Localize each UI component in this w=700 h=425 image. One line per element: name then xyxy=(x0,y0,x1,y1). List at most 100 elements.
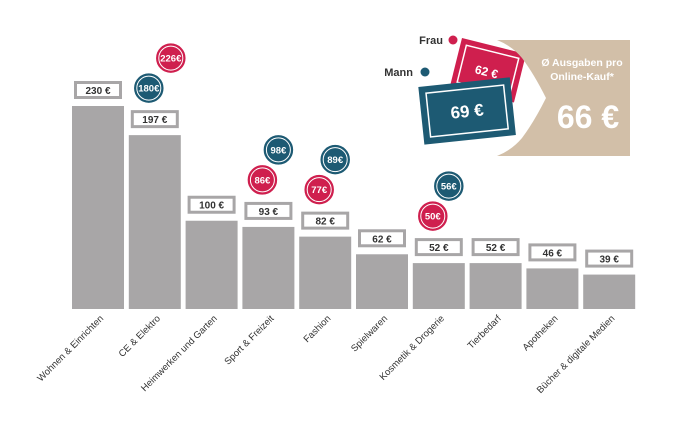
bubble-ring xyxy=(249,167,275,193)
bubble-text: 98€ xyxy=(270,145,287,156)
value-label-apotheken: 46 € xyxy=(528,243,577,262)
bubble-ring xyxy=(322,147,348,173)
bubble-circle xyxy=(416,199,450,233)
bar-buecher-and-digitale-medien xyxy=(583,274,636,309)
bubble-text: 86€ xyxy=(254,175,271,186)
mann-banknote-border xyxy=(425,84,510,138)
bubble-circle xyxy=(432,169,466,203)
summary-panel xyxy=(497,40,630,156)
category-label-apotheken: Apotheken xyxy=(521,313,561,353)
category-label-kosmetik-and-drogerie: Kosmetik & Drogerie xyxy=(378,313,447,382)
legend-frau: Frau xyxy=(419,35,458,47)
bar-kosmetik-and-drogerie xyxy=(412,263,465,309)
value-label-box xyxy=(133,113,176,126)
bubble-text: 89€ xyxy=(327,155,344,166)
value-label-box xyxy=(247,204,290,217)
summary-label-line2: Online-Kauf* xyxy=(550,71,614,83)
legend-frau-label: Frau xyxy=(419,35,443,47)
bar-ce-and-elektro xyxy=(128,135,181,309)
bubble-ring xyxy=(436,173,462,199)
value-labels-group: 230 € 197 € 100 € 93 € 82 € 62 € 52 € 52 € 46 € 3… xyxy=(74,81,634,268)
legend-mann: Mann xyxy=(384,67,430,79)
bubble-circle xyxy=(246,163,279,197)
bubble-circle xyxy=(302,173,336,206)
bubble-mann-kosmetik-and-drogerie: 56€ xyxy=(432,169,466,203)
bubble-text: 180€ xyxy=(138,84,160,95)
bar-wohnen-and-einrichten xyxy=(72,106,124,309)
value-label-box xyxy=(531,246,574,259)
value-label-tierbedarf: 52 € xyxy=(471,238,520,257)
bubble-text: 77€ xyxy=(311,185,328,196)
category-label-spielwaren: Spielwaren xyxy=(349,313,390,354)
value-label-box xyxy=(304,214,347,227)
bubble-ring xyxy=(136,75,162,101)
legend-frau-dot xyxy=(448,35,458,45)
bubble-circle xyxy=(318,143,352,176)
value-label-box xyxy=(417,241,460,254)
bubble-text: 226€ xyxy=(160,54,182,65)
legend-mann-label: Mann xyxy=(384,67,413,79)
frau-banknote-value: 62 € xyxy=(473,62,499,81)
bar-spielwaren xyxy=(356,254,408,309)
value-label-text: 100 € xyxy=(199,201,224,212)
value-label-buecher-and-digitale-medien: 39 € xyxy=(585,249,634,268)
value-label-box xyxy=(77,84,119,96)
value-label-heimwerken-und-garten: 100 € xyxy=(187,195,236,214)
bar-apotheken xyxy=(526,268,579,309)
value-label-ce-and-elektro: 197 € xyxy=(130,110,179,129)
value-label-sport-and-freizeit: 93 € xyxy=(244,201,293,220)
category-label-sport-and-freizeit: Sport & Freizeit xyxy=(222,313,276,367)
mann-banknote-value: 69 € xyxy=(450,100,485,122)
value-label-text: 52 € xyxy=(486,243,506,254)
bar-fashion xyxy=(299,236,352,309)
bar-tierbedarf xyxy=(469,263,522,309)
legend-graphic: Frau Mann 62 € 69 € Ø Ausgaben pro xyxy=(384,35,630,156)
bubble-mann-fashion: 89€ xyxy=(318,143,352,176)
value-label-spielwaren: 62 € xyxy=(358,229,406,248)
mann-banknote-body xyxy=(418,77,516,145)
bubble-frau-sport-and-freizeit: 86€ xyxy=(246,163,279,197)
value-label-box xyxy=(190,198,233,211)
bubble-frau-kosmetik-and-drogerie: 50€ xyxy=(416,199,450,233)
bar-sport-and-freizeit xyxy=(242,226,295,309)
bubble-circle xyxy=(262,133,295,167)
value-label-text: 82 € xyxy=(315,217,335,228)
value-label-wohnen-and-einrichten: 230 € xyxy=(74,81,122,99)
bubble-ring xyxy=(158,45,184,71)
mann-banknote: 69 € xyxy=(418,77,516,145)
value-label-text: 39 € xyxy=(599,255,619,266)
value-label-box xyxy=(474,241,517,254)
value-label-text: 62 € xyxy=(372,234,392,245)
bubble-ring xyxy=(265,137,291,163)
value-label-box xyxy=(361,232,403,245)
bubble-frau-fashion: 77€ xyxy=(302,173,336,206)
gender-bubbles-group: 226€ 180€ 98€ 86€ 89€ 77€ 56€ 50€ xyxy=(132,41,466,233)
bubble-circle xyxy=(132,71,166,105)
value-label-text: 93 € xyxy=(259,207,279,218)
category-label-wohnen-and-einrichten: Wohnen & Einrichten xyxy=(35,313,106,384)
value-label-text: 52 € xyxy=(429,243,449,254)
value-label-kosmetik-and-drogerie: 52 € xyxy=(414,238,463,257)
bubble-mann-ce-and-elektro: 180€ xyxy=(132,71,166,105)
category-label-tierbedarf: Tierbedarf xyxy=(466,313,504,351)
value-label-fashion: 82 € xyxy=(301,211,350,230)
category-labels-group: Wohnen & Einrichten CE & ElektroHeimwerke… xyxy=(35,313,617,396)
bubble-mann-sport-and-freizeit: 98€ xyxy=(262,133,295,167)
bubble-circle xyxy=(154,41,188,75)
bars-group xyxy=(72,106,636,309)
bubble-text: 56€ xyxy=(441,182,458,193)
value-label-text: 230 € xyxy=(85,86,110,97)
summary-value: 66 € xyxy=(557,99,619,135)
bubble-text: 50€ xyxy=(425,212,442,223)
bubble-frau-ce-and-elektro: 226€ xyxy=(154,41,188,75)
category-label-ce-and-elektro: CE & Elektro xyxy=(117,313,163,359)
value-label-box xyxy=(588,252,631,265)
legend-mann-dot xyxy=(420,67,430,77)
bar-heimwerken-und-garten xyxy=(185,220,238,309)
bubble-ring xyxy=(306,177,332,203)
value-label-text: 197 € xyxy=(142,115,167,126)
summary-label-line1: Ø Ausgaben pro xyxy=(541,57,622,69)
bubble-ring xyxy=(420,203,446,229)
